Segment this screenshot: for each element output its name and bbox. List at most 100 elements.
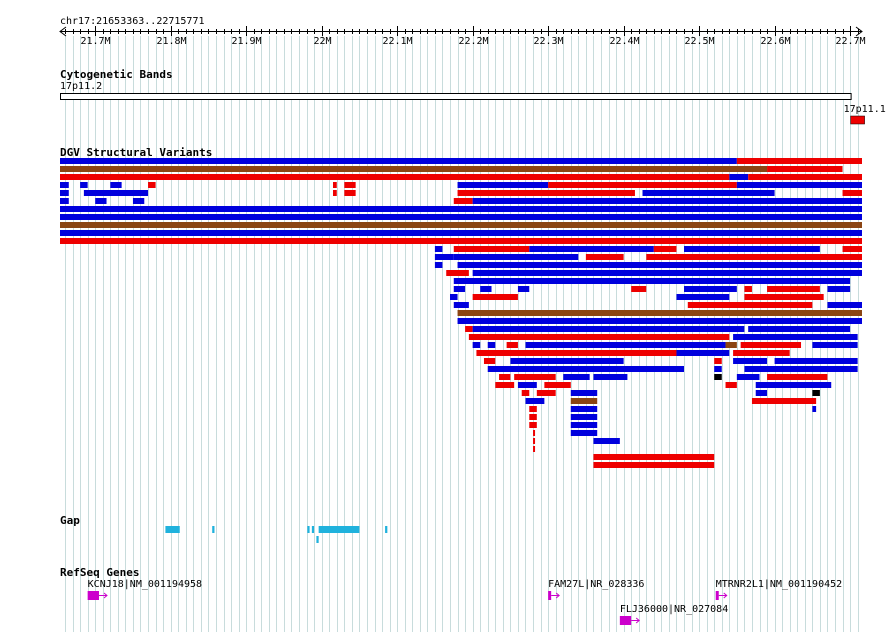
structural-variant[interactable] xyxy=(751,398,817,404)
structural-variant[interactable] xyxy=(736,182,862,188)
ruler-left-arrow-icon[interactable] xyxy=(59,26,67,37)
structural-variant[interactable] xyxy=(95,198,107,204)
structural-variant[interactable] xyxy=(472,198,862,204)
structural-variant[interactable] xyxy=(767,374,828,380)
structural-variant[interactable] xyxy=(132,198,145,204)
structural-variant[interactable] xyxy=(774,358,858,364)
structural-variant[interactable] xyxy=(676,350,730,356)
structural-variant[interactable] xyxy=(465,326,473,332)
structural-variant[interactable] xyxy=(525,398,545,404)
structural-variant[interactable] xyxy=(842,190,862,196)
structural-variant[interactable] xyxy=(60,238,862,244)
structural-variant[interactable] xyxy=(457,190,635,196)
structural-variant[interactable] xyxy=(570,430,598,436)
structural-variant[interactable] xyxy=(457,262,862,268)
structural-variant[interactable] xyxy=(755,390,768,396)
structural-variant[interactable] xyxy=(714,374,722,380)
structural-variant[interactable] xyxy=(548,182,737,188)
structural-variant[interactable] xyxy=(544,382,571,388)
refseq-track[interactable]: KCNJ18|NM_001194958 FAM27L|NR_028336 MTRNR… xyxy=(87,579,843,625)
structural-variant[interactable] xyxy=(593,438,620,444)
cytoband-centromere[interactable] xyxy=(850,115,865,125)
structural-variant[interactable] xyxy=(812,342,858,348)
structural-variant[interactable] xyxy=(457,310,862,316)
gap-track[interactable] xyxy=(165,526,388,543)
structural-variant[interactable] xyxy=(453,278,851,284)
structural-variant[interactable] xyxy=(842,246,862,252)
structural-variant[interactable] xyxy=(812,406,817,412)
gap-feature[interactable] xyxy=(385,526,388,533)
structural-variant[interactable] xyxy=(510,358,624,364)
structural-variant[interactable] xyxy=(453,254,579,260)
structural-variant[interactable] xyxy=(60,222,862,228)
structural-variant[interactable] xyxy=(60,198,69,204)
structural-variant[interactable] xyxy=(453,302,469,308)
structural-variant[interactable] xyxy=(733,358,768,364)
gap-feature[interactable] xyxy=(165,526,180,533)
structural-variant[interactable] xyxy=(453,198,473,204)
structural-variant[interactable] xyxy=(434,262,443,268)
structural-variant[interactable] xyxy=(714,366,722,372)
structural-variant[interactable] xyxy=(563,374,590,380)
structural-variant[interactable] xyxy=(570,406,598,412)
structural-variant[interactable] xyxy=(570,414,598,420)
structural-variant[interactable] xyxy=(529,414,537,420)
structural-variant[interactable] xyxy=(744,294,824,300)
structural-variant[interactable] xyxy=(60,214,862,220)
structural-variant[interactable] xyxy=(533,430,536,436)
structural-variant[interactable] xyxy=(487,342,496,348)
cytoband-track[interactable]: 17p11.2 17p11.1 xyxy=(60,81,886,125)
structural-variant[interactable] xyxy=(755,382,832,388)
structural-variant[interactable] xyxy=(483,358,496,364)
structural-variant[interactable] xyxy=(593,374,628,380)
structural-variant[interactable] xyxy=(536,390,556,396)
structural-variant[interactable] xyxy=(812,390,820,396)
structural-variant[interactable] xyxy=(827,302,862,308)
structural-variant[interactable] xyxy=(148,182,156,188)
dgv-track[interactable] xyxy=(60,158,862,468)
structural-variant[interactable] xyxy=(653,246,677,252)
gap-feature[interactable] xyxy=(212,526,215,533)
structural-variant[interactable] xyxy=(736,374,760,380)
structural-variant[interactable] xyxy=(585,254,624,260)
structural-variant[interactable] xyxy=(525,342,726,348)
structural-variant[interactable] xyxy=(487,366,685,372)
structural-variant[interactable] xyxy=(80,182,88,188)
structural-variant[interactable] xyxy=(457,318,862,324)
structural-variant[interactable] xyxy=(60,158,737,164)
gap-feature[interactable] xyxy=(307,526,310,533)
structural-variant[interactable] xyxy=(570,390,598,396)
structural-variant[interactable] xyxy=(514,374,556,380)
structural-variant[interactable] xyxy=(495,382,515,388)
structural-variant[interactable] xyxy=(517,286,530,292)
structural-variant[interactable] xyxy=(60,230,862,236)
structural-variant[interactable] xyxy=(744,366,858,372)
structural-variant[interactable] xyxy=(593,462,715,468)
gene-model[interactable] xyxy=(87,591,99,600)
ruler[interactable]: 21.7M 21.8M 21.9M 22M 22.1M 22.2M 22.3M 22.4M 22… xyxy=(59,26,866,47)
structural-variant[interactable] xyxy=(332,182,337,188)
structural-variant[interactable] xyxy=(729,174,749,180)
structural-variant[interactable] xyxy=(60,182,69,188)
structural-variant[interactable] xyxy=(748,174,862,180)
structural-variant[interactable] xyxy=(450,294,458,300)
structural-variant[interactable] xyxy=(457,182,549,188)
gap-feature[interactable] xyxy=(311,526,315,533)
structural-variant[interactable] xyxy=(472,294,518,300)
structural-variant[interactable] xyxy=(472,342,481,348)
structural-variant[interactable] xyxy=(83,190,149,196)
structural-variant[interactable] xyxy=(744,286,752,292)
structural-variant[interactable] xyxy=(60,174,730,180)
structural-variant[interactable] xyxy=(529,422,537,428)
structural-variant[interactable] xyxy=(570,398,598,404)
structural-variant[interactable] xyxy=(533,446,536,452)
ruler-right-arrow-icon[interactable] xyxy=(855,26,863,37)
structural-variant[interactable] xyxy=(110,182,122,188)
structural-variant[interactable] xyxy=(736,158,862,164)
structural-variant[interactable] xyxy=(468,334,730,340)
gene-model[interactable] xyxy=(619,616,632,625)
structural-variant[interactable] xyxy=(733,350,790,356)
structural-variant[interactable] xyxy=(60,206,862,212)
structural-variant[interactable] xyxy=(740,342,802,348)
structural-variant[interactable] xyxy=(593,454,715,460)
